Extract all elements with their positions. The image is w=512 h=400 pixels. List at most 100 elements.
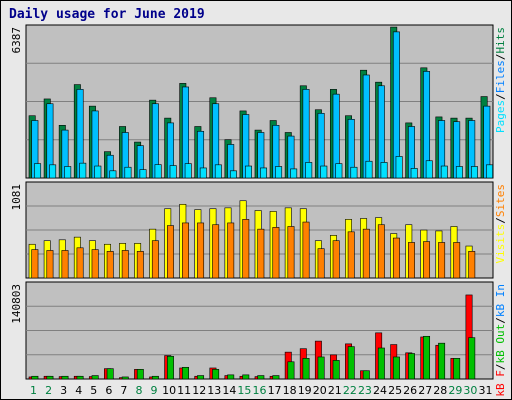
kbytes-panel-bar-kb-out-day-11	[182, 366, 189, 380]
visits-panel-bar-sites-day-5	[91, 249, 99, 279]
x-tick-label: 27	[418, 384, 432, 397]
visits-panel-bar-sites-day-10	[166, 225, 174, 279]
x-tick-label: 18	[283, 384, 297, 397]
x-tick-label: 21	[328, 384, 342, 397]
visits-panel-legend-item: Sites	[494, 184, 507, 217]
kbytes-panel-bar-kb-out-day-19	[302, 358, 310, 380]
visits-panel-bar-sites-day-20	[317, 248, 325, 279]
hits-panel-bar-pages-day-14	[229, 170, 237, 179]
hits-panel-bar-pages-day-22	[350, 166, 358, 179]
kbytes-panel-bar-kb-out-day-24	[377, 347, 385, 380]
hits-panel-bar-pages-day-8	[139, 169, 147, 179]
x-tick-label: 5	[90, 384, 97, 397]
kbytes-panel-bar-kb-out-day-18	[287, 361, 295, 380]
x-tick-label: 12	[192, 384, 206, 397]
kbytes-panel-bar-kb-out-day-29	[453, 358, 461, 380]
visits-panel-bar-sites-day-7	[121, 250, 129, 279]
hits-panel-bar-pages-day-2	[49, 164, 57, 179]
visits-panel-bar-sites-day-19	[302, 221, 310, 279]
hits-panel-bar-pages-day-27	[425, 160, 433, 179]
visits-panel-bar-sites-day-9	[151, 240, 159, 279]
kbytes-panel-legend-item: /	[494, 317, 507, 324]
kbytes-panel-bar-kb-out-day-13	[212, 369, 220, 380]
visits-panel-bar-sites-day-11	[182, 222, 189, 279]
visits-panel-bar-sites-day-3	[61, 250, 69, 279]
visits-panel-bar-sites-day-25	[392, 237, 400, 279]
visits-panel-ymax-label: 1081	[10, 184, 23, 211]
kbytes-panel-bar-kb-out-day-12	[197, 375, 205, 380]
visits-panel-bar-sites-day-30	[468, 251, 476, 279]
visits-panel-bar-sites-day-8	[136, 251, 144, 279]
x-tick-label: 17	[268, 384, 282, 397]
x-tick-label: 1	[30, 384, 37, 397]
visits-panel-legend-item: Visits	[494, 224, 507, 264]
kbytes-panel-bar-kb-out-day-27	[423, 335, 431, 380]
hits-panel-bar-pages-day-19	[305, 162, 313, 179]
x-tick-label: 25	[388, 384, 402, 397]
x-tick-label: 15	[237, 384, 251, 397]
hits-panel-legend-item: /	[494, 54, 507, 61]
visits-panel-bar-sites-day-4	[76, 247, 84, 279]
hits-panel-bar-pages-day-4	[79, 162, 87, 179]
hits-panel-bar-pages-day-25	[395, 156, 403, 179]
hits-panel-bar-pages-day-13	[214, 164, 222, 179]
kbytes-panel-bar-kb-out-day-23	[362, 370, 370, 380]
hits-panel-legend-item: /	[494, 93, 507, 100]
x-tick-label: 11	[177, 384, 191, 397]
kbytes-panel-legend-item: kB In	[494, 284, 507, 317]
kbytes-panel-bar-kb-out-day-3	[61, 375, 69, 380]
hits-panel-legend-item: Pages	[494, 100, 507, 133]
visits-panel-bar-sites-day-26	[408, 242, 415, 279]
kbytes-panel-bar-kb-out-day-20	[317, 356, 325, 380]
visits-panel-legend-item: /	[494, 217, 507, 224]
hits-panel-bar-pages-day-16	[260, 167, 268, 179]
hits-panel-bar-pages-day-6	[109, 170, 117, 179]
x-tick-label: 29	[448, 384, 462, 397]
kbytes-panel-legend-item: kB F	[494, 370, 507, 397]
kbytes-panel-bar-kb-out-day-9	[151, 375, 159, 380]
x-tick-label: 24	[373, 384, 387, 397]
visits-panel-bar-sites-day-28	[438, 242, 446, 279]
x-tick-label: 28	[433, 384, 447, 397]
x-tick-label: 4	[75, 384, 82, 397]
hits-panel-bar-pages-day-5	[94, 165, 102, 179]
kbytes-panel-bar-kb-out-day-16	[257, 375, 265, 380]
kbytes-panel-ymax-label: 140803	[10, 284, 23, 324]
hits-panel-bar-pages-day-7	[124, 166, 132, 179]
hits-panel-bar-pages-day-20	[320, 165, 328, 179]
visits-panel-bar-sites-day-13	[212, 224, 220, 279]
kbytes-panel-bar-kb-out-day-22	[347, 346, 355, 380]
visits-panel-bar-sites-day-27	[423, 241, 431, 279]
x-tick-label: 10	[162, 384, 176, 397]
hits-panel-ymax-label: 6387	[10, 27, 23, 54]
hits-panel-bar-pages-day-10	[169, 165, 177, 179]
x-tick-label: 22	[343, 384, 357, 397]
hits-panel-bar-pages-day-12	[199, 167, 207, 179]
hits-panel-bar-pages-day-15	[245, 165, 252, 179]
x-tick-label: 9	[151, 384, 158, 397]
hits-panel-bar-pages-day-23	[365, 160, 373, 179]
hits-panel-bar-pages-day-28	[440, 165, 448, 179]
kbytes-panel-legend-item: /	[494, 364, 507, 371]
visits-panel-bar-sites-day-22	[347, 231, 355, 279]
hits-panel-bar-pages-day-26	[410, 168, 418, 179]
hits-panel-bar-pages-day-21	[335, 163, 343, 179]
kbytes-panel-bar-kb-out-day-28	[438, 342, 446, 380]
kbytes-panel-bar-kb-out-day-6	[106, 368, 114, 380]
hits-panel-bar-pages-day-17	[275, 166, 283, 179]
hits-panel-bar-pages-day-24	[380, 162, 388, 179]
kbytes-panel-bar-kb-out-day-26	[408, 353, 415, 380]
hits-panel-bar-pages-day-3	[64, 166, 72, 179]
visits-panel-bar-sites-day-17	[272, 227, 280, 279]
kbytes-panel-legend: kB F/kB Out/kB In	[494, 284, 507, 397]
kbytes-panel-bar-kb-out-day-15	[242, 374, 250, 380]
hits-panel-bar-pages-day-11	[184, 163, 192, 179]
kbytes-panel-bar-kb-out-day-10	[166, 355, 174, 380]
visits-panel-bar-sites-day-12	[197, 222, 205, 279]
visits-panel-bar-sites-day-15	[242, 219, 250, 279]
x-tick-label: 26	[403, 384, 417, 397]
kbytes-panel-bar-kb-out-day-1	[31, 375, 39, 380]
hits-panel-bar-pages-day-9	[154, 164, 162, 179]
